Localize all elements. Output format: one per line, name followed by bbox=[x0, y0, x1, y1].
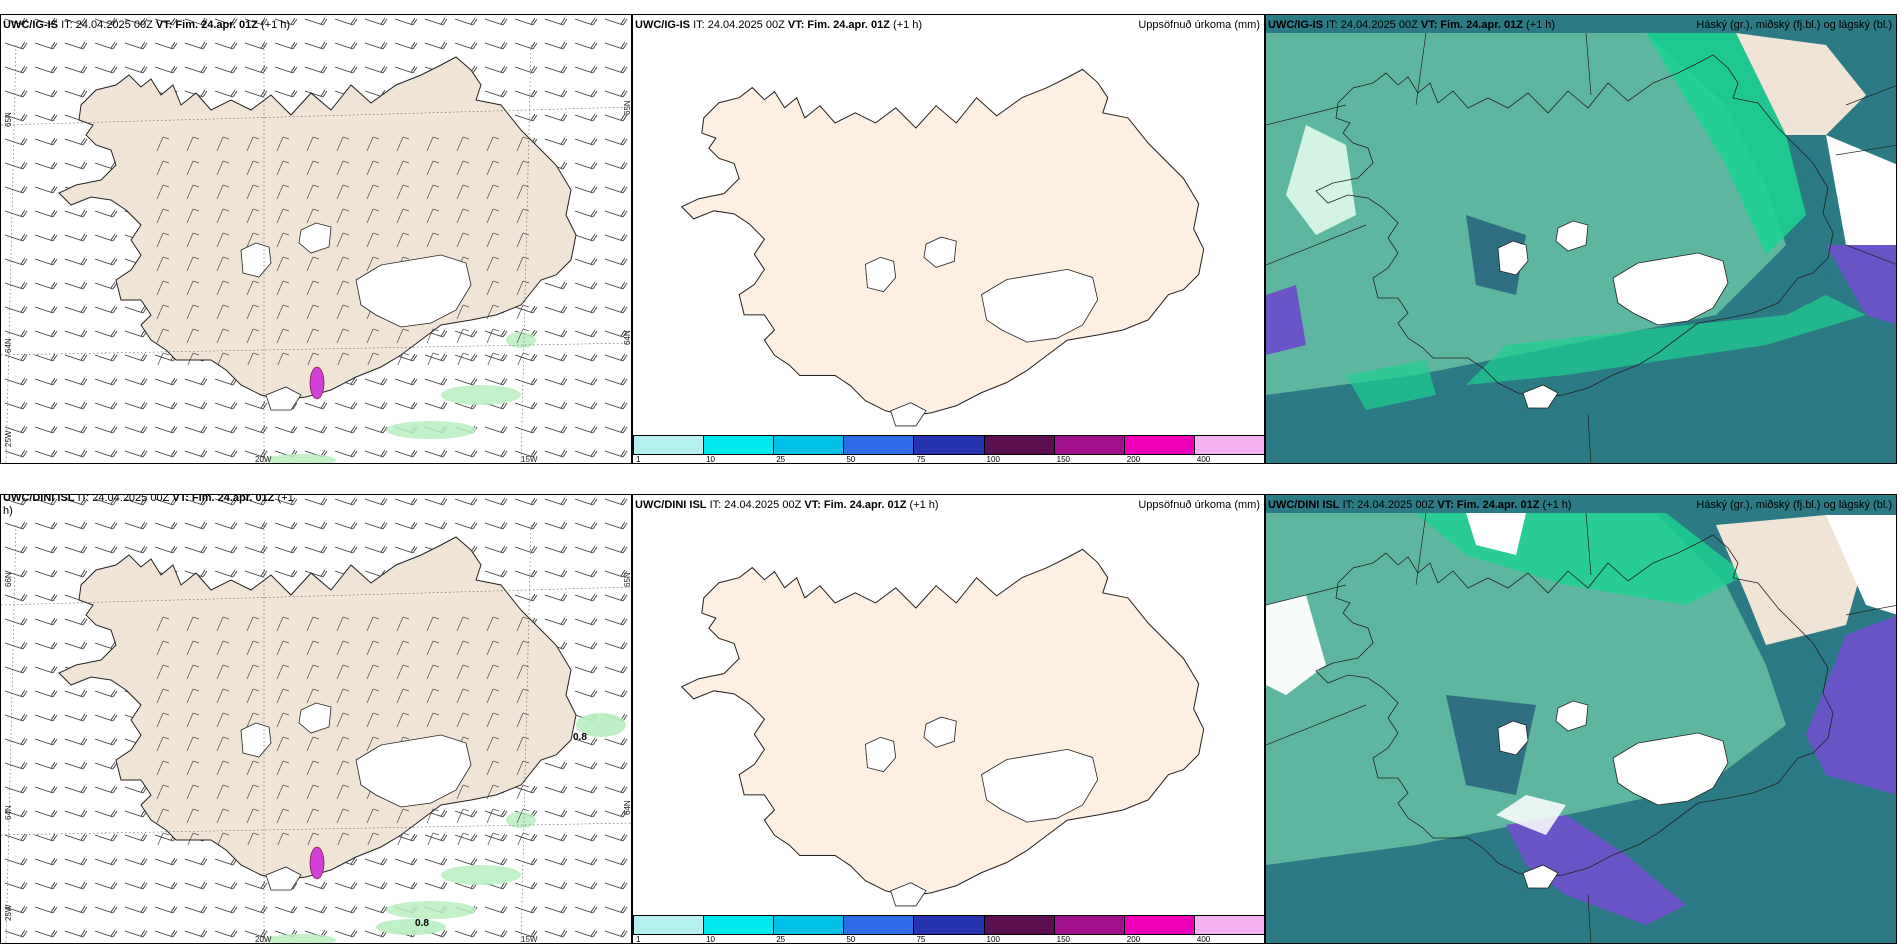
colorbar-label: 75 bbox=[916, 455, 926, 464]
lon-label: 25W bbox=[4, 904, 13, 921]
lat-label-right: 65N bbox=[623, 100, 632, 115]
colorbar-label: 75 bbox=[916, 935, 926, 944]
colorbar-label: 150 bbox=[1056, 455, 1071, 464]
colorbar-label: 50 bbox=[846, 455, 856, 464]
lat-label-right: 64N bbox=[623, 800, 632, 815]
precip-map bbox=[633, 495, 1265, 944]
colorbar-segment bbox=[634, 436, 705, 454]
colorbar-label: 100 bbox=[986, 935, 1000, 944]
colorbar-label: 1 bbox=[636, 455, 641, 464]
precip-value-label: 0.8 bbox=[415, 918, 429, 929]
precip-value-label: 0.8 bbox=[573, 732, 587, 743]
panel-header: UWC/DINI ISL IT: 24.04.2025 00Z VT: Fim.… bbox=[3, 494, 294, 517]
colorbar-segment bbox=[1124, 436, 1195, 454]
precip-title: Uppsöfnuð úrkoma (mm) bbox=[1138, 499, 1260, 511]
precip-colorbar: 1 10 25 50 75 100 150 200 400 bbox=[633, 915, 1264, 943]
precip-title: Uppsöfnuð úrkoma (mm) bbox=[1138, 19, 1260, 31]
colorbar-label: 400 bbox=[1196, 935, 1211, 944]
colorbar-label: 25 bbox=[776, 455, 786, 464]
lon-label: 15W bbox=[521, 935, 538, 944]
cloud-title: Háský (gr.), miðský (fj.bl.) og lágský (… bbox=[1696, 499, 1892, 511]
panel-header: UWC/DINI ISL IT: 24.04.2025 00Z VT: Fim.… bbox=[1268, 499, 1572, 511]
colorbar-segment bbox=[634, 916, 705, 934]
cloud-panel-bottom: UWC/DINI ISL IT: 24.04.2025 00Z VT: Fim.… bbox=[1265, 494, 1897, 944]
lon-label: 20W bbox=[255, 935, 272, 944]
precip-colorbar: 1 10 25 50 75 100 150 200 400 bbox=[633, 435, 1264, 463]
colorbar-segment bbox=[704, 436, 775, 454]
colorbar-label: 100 bbox=[986, 455, 1000, 464]
cloud-panel-top: UWC/IG-IS IT: 24.04.2025 00Z VT: Fim. 24… bbox=[1265, 14, 1897, 464]
precip-map bbox=[633, 15, 1265, 464]
colorbar-segment bbox=[1054, 916, 1125, 934]
wind-map bbox=[1, 495, 632, 944]
colorbar-label: 200 bbox=[1126, 455, 1141, 464]
colorbar-segment bbox=[1194, 916, 1264, 934]
lon-label: 15W bbox=[521, 455, 538, 464]
colorbar-segment bbox=[1124, 916, 1195, 934]
colorbar-segment bbox=[984, 436, 1055, 454]
colorbar-label: 10 bbox=[706, 935, 716, 944]
wind-panel-bottom: UWC/DINI ISL IT: 24.04.2025 00Z VT: Fim.… bbox=[0, 494, 632, 944]
precip-panel-bottom: UWC/DINI ISL IT: 24.04.2025 00Z VT: Fim.… bbox=[632, 494, 1265, 944]
panel-header: UWC/IG-IS IT: 24.04.2025 00Z VT: Fim. 24… bbox=[635, 19, 923, 31]
wind-panel-top: UWC/IG-IS IT: 24.04.2025 00Z VT: Fim. 24… bbox=[0, 14, 632, 464]
panel-header: UWC/IG-IS IT: 24.04.2025 00Z VT: Fim. 24… bbox=[1268, 19, 1556, 31]
lat-label-left: 65N bbox=[4, 112, 13, 127]
lon-label: 25W bbox=[4, 430, 13, 447]
lat-label-left: 66N bbox=[4, 572, 13, 587]
lat-label-right: 65N bbox=[623, 572, 632, 587]
colorbar-segment bbox=[704, 916, 775, 934]
colorbar-label: 150 bbox=[1056, 935, 1071, 944]
colorbar-segment bbox=[914, 436, 985, 454]
colorbar-label: 10 bbox=[706, 455, 716, 464]
colorbar-label: 50 bbox=[846, 935, 856, 944]
precip-panel-top: UWC/IG-IS IT: 24.04.2025 00Z VT: Fim. 24… bbox=[632, 14, 1265, 464]
lon-label: 20W bbox=[255, 455, 272, 464]
colorbar-label: 400 bbox=[1196, 455, 1211, 464]
colorbar-segment bbox=[1194, 436, 1264, 454]
colorbar-segment bbox=[844, 916, 915, 934]
lat-label-left: 64N bbox=[4, 805, 13, 820]
colorbar-label: 25 bbox=[776, 935, 786, 944]
cloud-title: Háský (gr.), miðský (fj.bl.) og lágský (… bbox=[1696, 19, 1892, 31]
colorbar-label: 1 bbox=[636, 935, 641, 944]
panel-header: UWC/IG-IS IT: 24.04.2025 00Z VT: Fim. 24… bbox=[3, 19, 291, 31]
cloud-map bbox=[1266, 495, 1897, 944]
colorbar-segment bbox=[1054, 436, 1125, 454]
lat-label-right: 64N bbox=[623, 330, 632, 345]
colorbar-segment bbox=[844, 436, 915, 454]
colorbar-segment bbox=[774, 916, 845, 934]
colorbar-segment bbox=[914, 916, 985, 934]
colorbar-label: 200 bbox=[1126, 935, 1141, 944]
panel-header: UWC/DINI ISL IT: 24.04.2025 00Z VT: Fim.… bbox=[635, 499, 939, 511]
colorbar-segment bbox=[774, 436, 845, 454]
wind-map bbox=[1, 15, 632, 464]
lat-label-left: 64N bbox=[4, 338, 13, 353]
cloud-map bbox=[1266, 15, 1897, 464]
colorbar-segment bbox=[984, 916, 1055, 934]
